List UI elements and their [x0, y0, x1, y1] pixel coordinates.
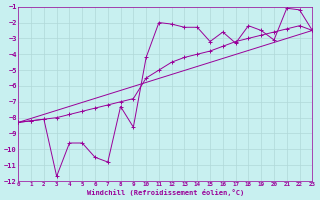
X-axis label: Windchill (Refroidissement éolien,°C): Windchill (Refroidissement éolien,°C) [87, 189, 244, 196]
